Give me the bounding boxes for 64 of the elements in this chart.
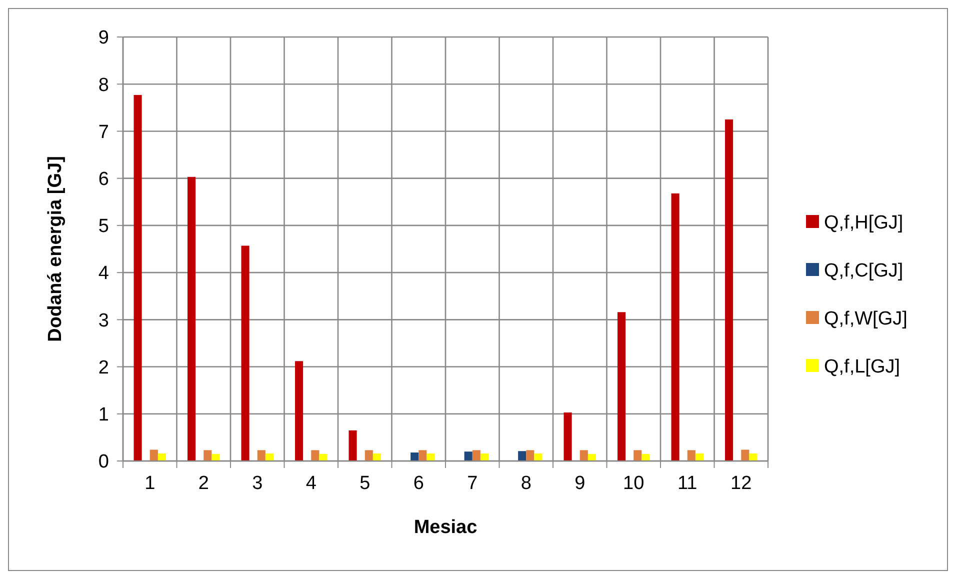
x-tick-label: 9 — [574, 473, 586, 494]
bar — [749, 453, 758, 461]
bar — [671, 193, 680, 461]
y-tick-label: 5 — [98, 216, 109, 238]
bar — [410, 452, 419, 461]
y-tick-label: 4 — [98, 263, 110, 284]
x-tick-label: 1 — [144, 473, 156, 494]
y-tick-label: 1 — [98, 404, 109, 426]
bar — [188, 176, 196, 461]
bar — [526, 450, 534, 461]
x-tick-label: 11 — [678, 473, 698, 494]
x-tick-label: 6 — [413, 473, 424, 494]
x-axis-title: Mesiac — [414, 517, 478, 538]
bar — [311, 450, 320, 461]
bar — [634, 450, 642, 461]
y-axis-title: Dodaná energia [GJ] — [45, 156, 66, 342]
bar — [725, 119, 734, 461]
y-tick-label: 0 — [98, 452, 109, 473]
legend-label: Q,f,H[GJ] — [824, 212, 904, 234]
x-tick-label: 12 — [730, 473, 752, 494]
bar — [257, 450, 266, 461]
bar — [319, 454, 328, 461]
bar — [564, 412, 572, 461]
y-tick-label: 3 — [98, 310, 109, 332]
bar — [348, 430, 357, 461]
bar — [204, 450, 212, 461]
bar — [642, 454, 650, 461]
legend-label: Q,f,L[GJ] — [824, 356, 900, 378]
bar — [687, 450, 696, 461]
bar — [741, 450, 750, 461]
bar — [241, 246, 250, 461]
y-tick-label: 2 — [98, 357, 109, 378]
bar — [534, 453, 542, 461]
bar — [695, 453, 704, 461]
bar — [580, 450, 588, 461]
bar — [472, 450, 480, 461]
bar — [364, 450, 373, 461]
x-tick-label: 8 — [520, 473, 532, 494]
y-tick-label: 8 — [98, 74, 109, 96]
bar — [372, 453, 381, 461]
bar — [588, 454, 596, 461]
bar — [158, 453, 166, 461]
y-tick-label: 6 — [98, 168, 109, 190]
bar — [134, 94, 142, 461]
bar — [212, 454, 220, 461]
x-tick-label: 5 — [360, 473, 370, 494]
x-tick-label: 10 — [623, 473, 644, 494]
bar — [480, 453, 488, 461]
y-tick-label: 9 — [98, 28, 109, 49]
bar — [518, 451, 526, 461]
bar — [295, 361, 304, 461]
legend-label: Q,f,C[GJ] — [824, 260, 904, 282]
x-tick-label: 4 — [306, 473, 317, 494]
bar — [618, 312, 626, 461]
legend-label: Q,f,W[GJ] — [824, 308, 908, 330]
bar — [464, 452, 472, 461]
bar — [418, 450, 427, 461]
x-tick-label: 7 — [467, 473, 478, 494]
bar — [265, 453, 274, 461]
y-tick-label: 7 — [98, 122, 109, 143]
bar — [426, 453, 435, 461]
x-tick-label: 2 — [198, 473, 209, 494]
x-tick-label: 3 — [252, 473, 263, 494]
bar — [150, 450, 158, 461]
